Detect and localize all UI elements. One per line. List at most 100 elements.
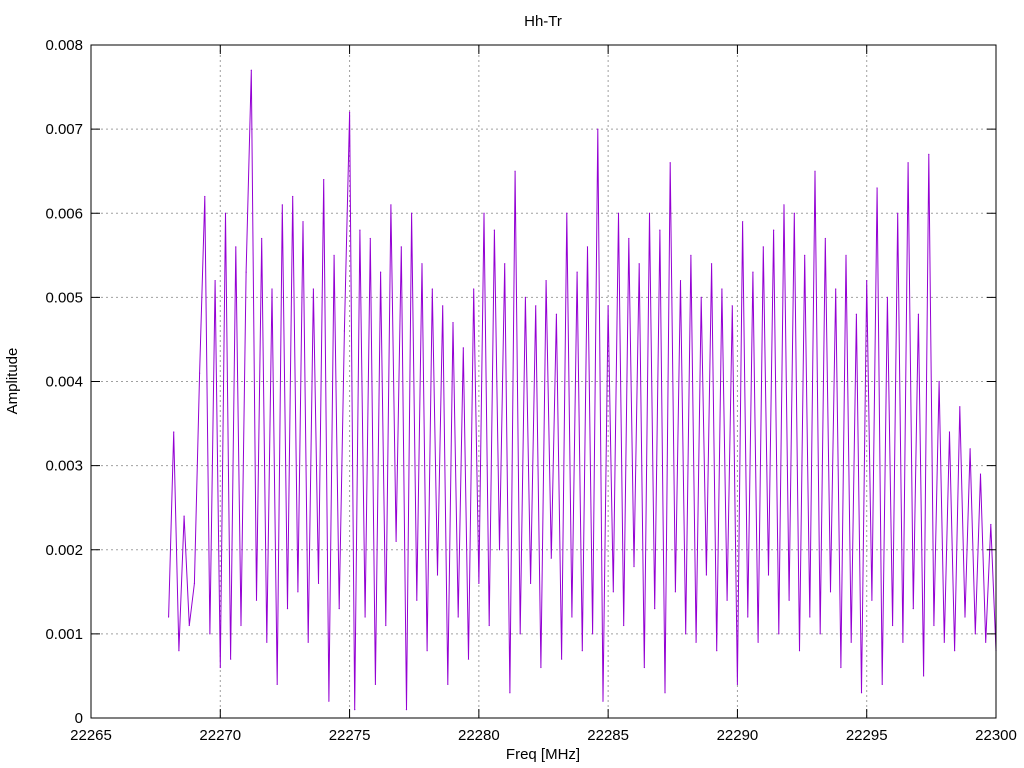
data-point — [762, 246, 764, 248]
data-point — [436, 574, 439, 576]
data-point — [679, 279, 682, 282]
data-point — [855, 313, 857, 315]
data-point — [183, 515, 185, 517]
x-axis-label: Freq [MHz] — [506, 746, 580, 763]
data-point — [364, 616, 366, 618]
data-point — [731, 305, 733, 307]
data-point — [674, 591, 676, 593]
data-point — [261, 237, 263, 240]
data-point — [302, 221, 304, 223]
data-point — [369, 237, 371, 240]
x-tick-label: 22265 — [70, 727, 112, 744]
data-point — [705, 574, 708, 576]
data-point — [281, 204, 283, 206]
data-point — [886, 296, 889, 298]
data-point — [374, 683, 377, 685]
data-point — [907, 162, 909, 164]
data-point — [240, 624, 242, 627]
data-point — [659, 229, 661, 231]
y-tick-label: 0.007 — [45, 121, 83, 138]
data-point — [442, 305, 444, 307]
data-point — [757, 641, 759, 643]
data-point — [447, 683, 449, 685]
data-point — [726, 599, 728, 601]
data-point — [933, 624, 935, 627]
data-point — [209, 633, 211, 635]
data-point — [695, 641, 697, 643]
data-point — [514, 170, 516, 172]
data-point — [224, 212, 227, 214]
data-point — [395, 540, 397, 542]
data-point — [255, 599, 258, 601]
data-point — [219, 666, 221, 669]
x-tick-label: 22295 — [846, 727, 888, 744]
data-point — [380, 271, 382, 273]
data-point — [204, 195, 206, 198]
data-point — [188, 624, 190, 627]
y-tick-label: 0.005 — [45, 289, 83, 306]
data-point — [354, 708, 356, 711]
data-point — [752, 271, 754, 273]
data-point — [917, 313, 920, 315]
data-point — [928, 153, 930, 155]
data-point — [493, 229, 495, 231]
data-point — [540, 666, 542, 669]
data-point — [788, 599, 790, 601]
data-point — [923, 675, 925, 677]
x-tick-label: 22280 — [458, 727, 500, 744]
y-tick-label: 0.001 — [45, 626, 83, 643]
data-point — [566, 212, 568, 214]
data-point — [912, 608, 914, 610]
data-point — [592, 633, 594, 635]
data-point — [835, 288, 837, 290]
x-tick-label: 22300 — [975, 727, 1017, 744]
data-point — [643, 666, 645, 669]
data-point — [416, 599, 418, 601]
data-point — [860, 692, 863, 694]
y-tick-label: 0.003 — [45, 458, 83, 475]
data-point — [535, 305, 537, 307]
data-point — [783, 204, 785, 206]
data-point — [804, 254, 806, 256]
x-tick-label: 22290 — [717, 727, 759, 744]
data-point — [742, 221, 744, 223]
data-point — [964, 616, 966, 618]
data-point — [798, 650, 801, 652]
data-point — [173, 431, 175, 433]
data-point — [948, 431, 951, 433]
data-point — [685, 633, 687, 635]
data-point — [276, 683, 278, 685]
data-point — [504, 263, 506, 265]
data-point — [405, 708, 408, 711]
data-point — [607, 305, 609, 307]
data-point — [736, 683, 739, 685]
data-point — [902, 641, 904, 643]
data-point — [571, 616, 573, 618]
data-point — [954, 650, 956, 652]
data-point — [483, 212, 485, 214]
data-point — [343, 330, 345, 332]
data-point — [266, 641, 268, 643]
data-point — [829, 591, 832, 593]
data-point — [250, 69, 252, 71]
data-point — [297, 591, 299, 593]
data-point — [561, 658, 563, 660]
data-point — [467, 658, 470, 660]
data-point — [612, 591, 614, 593]
data-point — [617, 212, 620, 214]
data-point — [876, 187, 878, 189]
data-point — [167, 616, 170, 618]
data-point — [292, 195, 294, 198]
data-point — [938, 380, 940, 383]
data-point — [664, 692, 666, 694]
data-point — [323, 179, 325, 181]
y-axis-label: Amplitude — [4, 348, 21, 415]
data-point — [767, 574, 770, 576]
data-point — [809, 616, 811, 618]
y-tick-label: 0.008 — [45, 37, 83, 54]
data-point — [850, 641, 852, 643]
data-point — [545, 279, 547, 282]
data-point — [793, 212, 795, 214]
data-point — [969, 448, 971, 450]
